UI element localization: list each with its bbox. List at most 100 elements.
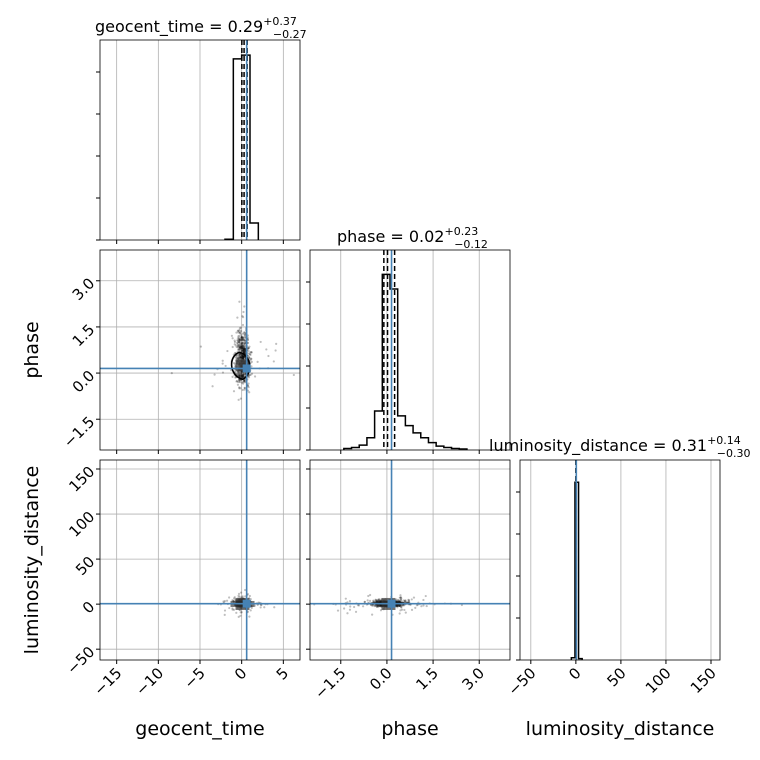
scatter-geocent-time-vs-phase-point-468: [242, 331, 245, 334]
title-geocent-time: geocent_time = 0.29+0.37 −0.27: [95, 15, 307, 41]
scatter-geocent-time-vs-phase-point-558: [240, 372, 243, 375]
scatter-geocent-time-vs-luminosity-distance-point-18: [228, 596, 231, 599]
scatter-geocent-time-vs-phase-point-482: [240, 374, 244, 377]
scatter-phase-vs-luminosity-distance-point-522: [343, 607, 346, 610]
scatter-geocent-time-vs-phase-point-421: [235, 380, 238, 383]
scatter-geocent-time-vs-phase-point-600: [250, 351, 253, 354]
scatter-geocent-time-vs-phase-point-627: [242, 355, 245, 358]
hist-luminosity-distance-xtick-label-2: 50: [604, 664, 630, 690]
scatter-geocent-time-vs-phase-point-463: [236, 383, 240, 386]
scatter-geocent-time-vs-phase-point-138: [241, 349, 244, 352]
scatter-geocent-time-vs-phase-point-146: [242, 349, 245, 352]
scatter-geocent-time-vs-phase-point-190: [238, 340, 241, 344]
scatter-phase-vs-luminosity-distance-point-477: [399, 594, 402, 597]
scatter-geocent-time-vs-phase-point-163: [239, 353, 242, 356]
scatter-geocent-time-vs-luminosity-distance-point-216: [237, 592, 241, 595]
scatter-geocent-time-vs-phase-point-105: [240, 375, 243, 378]
scatter-phase-vs-luminosity-distance-point-507: [407, 600, 410, 604]
scatter-geocent-time-vs-phase-point-325: [211, 385, 214, 388]
scatter-phase-vs-luminosity-distance-point-72: [371, 613, 374, 616]
scatter-phase-vs-luminosity-distance-xtick-label-3: 3.0: [458, 664, 488, 694]
scatter-phase-vs-luminosity-distance-point-191: [377, 598, 380, 601]
scatter-geocent-time-vs-phase-point-299: [239, 375, 242, 378]
scatter-geocent-time-vs-phase-point-29: [243, 380, 247, 383]
scatter-phase-vs-luminosity-distance-point-674: [363, 600, 366, 603]
scatter-geocent-time-vs-phase-point-318: [243, 388, 246, 391]
scatter-geocent-time-vs-phase-point-162: [242, 374, 245, 377]
scatter-geocent-time-vs-phase-point-498: [250, 357, 253, 360]
scatter-phase-vs-luminosity-distance-points: [313, 593, 463, 616]
scatter-geocent-time-vs-phase-point-565: [243, 356, 246, 359]
scatter-phase-vs-luminosity-distance-xtick-label-1: 0.0: [366, 664, 396, 694]
scatter-geocent-time-vs-phase-point-353: [243, 344, 246, 347]
scatter-geocent-time-vs-phase-point-89: [243, 351, 246, 354]
scatter-geocent-time-vs-phase-point-38: [241, 338, 244, 341]
scatter-phase-vs-luminosity-distance-point-428: [374, 604, 377, 607]
scatter-phase-vs-luminosity-distance-point-45: [404, 599, 407, 603]
scatter-geocent-time-vs-phase-point-633: [238, 354, 241, 357]
scatter-geocent-time-vs-phase-point-370: [237, 344, 241, 347]
scatter-geocent-time-vs-phase-point-572: [238, 373, 241, 377]
hist-phase-frame: [309, 249, 511, 451]
scatter-geocent-time-vs-phase-point-93: [241, 345, 244, 348]
scatter-geocent-time-vs-phase-point-546: [233, 340, 237, 344]
scatter-geocent-time-vs-luminosity-distance-point-0: [223, 613, 226, 616]
scatter-geocent-time-vs-phase-point-434: [236, 380, 240, 384]
scatter-geocent-time-vs-phase-point-698: [242, 356, 245, 359]
scatter-geocent-time-vs-phase-point-8: [241, 345, 244, 348]
scatter-geocent-time-vs-phase-point-628: [241, 332, 245, 335]
scatter-geocent-time-vs-phase-point-693: [243, 339, 246, 342]
scatter-geocent-time-vs-phase-point-88: [240, 345, 243, 348]
scatter-geocent-time-vs-phase-point-334: [240, 344, 243, 347]
scatter-geocent-time-vs-phase-point-387: [237, 341, 241, 344]
scatter-geocent-time-vs-phase-point-471: [237, 374, 240, 377]
scatter-geocent-time-vs-phase-point-160: [241, 347, 244, 351]
scatter-geocent-time-vs-phase-point-552: [243, 346, 246, 349]
scatter-geocent-time-vs-phase-point-509: [234, 356, 237, 359]
scatter-geocent-time-vs-phase-point-637: [242, 338, 246, 341]
scatter-geocent-time-vs-phase-point-355: [241, 355, 245, 358]
title-luminosity-distance-plus: +0.14: [707, 434, 741, 447]
scatter-geocent-time-vs-phase-point-533: [237, 331, 240, 334]
scatter-geocent-time-vs-phase-point-672: [241, 338, 244, 342]
scatter-geocent-time-vs-phase-point-588: [238, 353, 241, 356]
scatter-geocent-time-vs-phase-point-694: [230, 334, 233, 337]
scatter-geocent-time-vs-phase-point-63: [237, 344, 240, 347]
scatter-geocent-time-vs-phase-point-214: [240, 371, 243, 374]
scatter-geocent-time-vs-phase-point-86: [242, 355, 245, 358]
scatter-phase-vs-luminosity-distance-point-171: [405, 600, 408, 603]
scatter-geocent-time-vs-phase-point-18: [236, 341, 240, 344]
scatter-geocent-time-vs-phase-point-512: [241, 342, 244, 345]
scatter-geocent-time-vs-phase-point-519: [243, 341, 247, 345]
scatter-geocent-time-vs-phase-point-364: [243, 386, 246, 390]
scatter-geocent-time-vs-phase-point-489: [238, 353, 241, 356]
scatter-geocent-time-vs-phase-point-83: [236, 357, 240, 360]
scatter-geocent-time-vs-luminosity-distance-point-558: [233, 596, 236, 599]
scatter-geocent-time-vs-phase-point-282: [238, 347, 241, 350]
scatter-geocent-time-vs-phase-point-570: [240, 375, 244, 378]
scatter-geocent-time-vs-phase-point-575: [292, 373, 295, 377]
scatter-geocent-time-vs-phase-point-604: [237, 354, 240, 357]
scatter-geocent-time-vs-phase-point-460: [242, 348, 245, 352]
panel-hist-geocent-time: [96, 39, 301, 244]
scatter-geocent-time-vs-phase-point-660: [242, 337, 245, 340]
scatter-phase-vs-luminosity-distance-xtick-label-2: 1.5: [412, 664, 442, 694]
scatter-geocent-time-vs-phase-point-424: [238, 348, 241, 351]
scatter-geocent-time-vs-phase-point-90: [240, 374, 243, 378]
scatter-geocent-time-vs-phase-point-513: [242, 335, 245, 339]
scatter-geocent-time-vs-phase-point-394: [241, 347, 244, 350]
scatter-geocent-time-vs-luminosity-distance-grid: [100, 460, 300, 660]
scatter-phase-vs-luminosity-distance-point-372: [400, 604, 403, 607]
title-geocent-time-plus: +0.37: [263, 15, 297, 28]
scatter-phase-vs-luminosity-distance-point-367: [372, 600, 375, 603]
scatter-geocent-time-vs-luminosity-distance-point-522: [239, 591, 243, 594]
scatter-geocent-time-vs-phase-point-649: [243, 349, 246, 352]
scatter-geocent-time-vs-phase-point-414: [241, 341, 244, 345]
scatter-phase-vs-luminosity-distance-truth-point: [387, 599, 396, 608]
scatter-geocent-time-vs-phase-point-366: [241, 355, 245, 358]
scatter-geocent-time-vs-phase-point-501: [243, 349, 246, 353]
scatter-phase-vs-luminosity-distance-point-396: [410, 598, 413, 601]
scatter-geocent-time-vs-phase-point-111: [241, 354, 244, 357]
scatter-geocent-time-vs-luminosity-distance-point-288: [237, 615, 240, 618]
